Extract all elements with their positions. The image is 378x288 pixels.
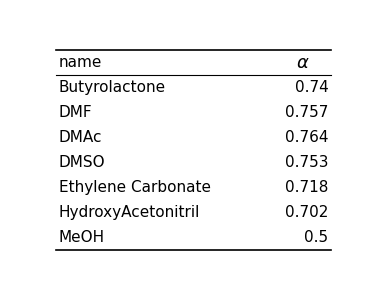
Text: 0.764: 0.764: [285, 130, 328, 145]
Text: Butyrolactone: Butyrolactone: [59, 80, 166, 95]
Text: 0.5: 0.5: [304, 230, 328, 245]
Text: MeOH: MeOH: [59, 230, 105, 245]
Text: DMF: DMF: [59, 105, 93, 120]
Text: Ethylene Carbonate: Ethylene Carbonate: [59, 180, 211, 195]
Text: name: name: [59, 55, 102, 70]
Text: DMAc: DMAc: [59, 130, 102, 145]
Text: HydroxyAcetonitril: HydroxyAcetonitril: [59, 205, 200, 220]
Text: 0.757: 0.757: [285, 105, 328, 120]
Text: DMSO: DMSO: [59, 155, 105, 170]
Text: 0.753: 0.753: [285, 155, 328, 170]
Text: 0.702: 0.702: [285, 205, 328, 220]
Text: 0.74: 0.74: [294, 80, 328, 95]
Text: 0.718: 0.718: [285, 180, 328, 195]
Text: α: α: [296, 54, 308, 71]
